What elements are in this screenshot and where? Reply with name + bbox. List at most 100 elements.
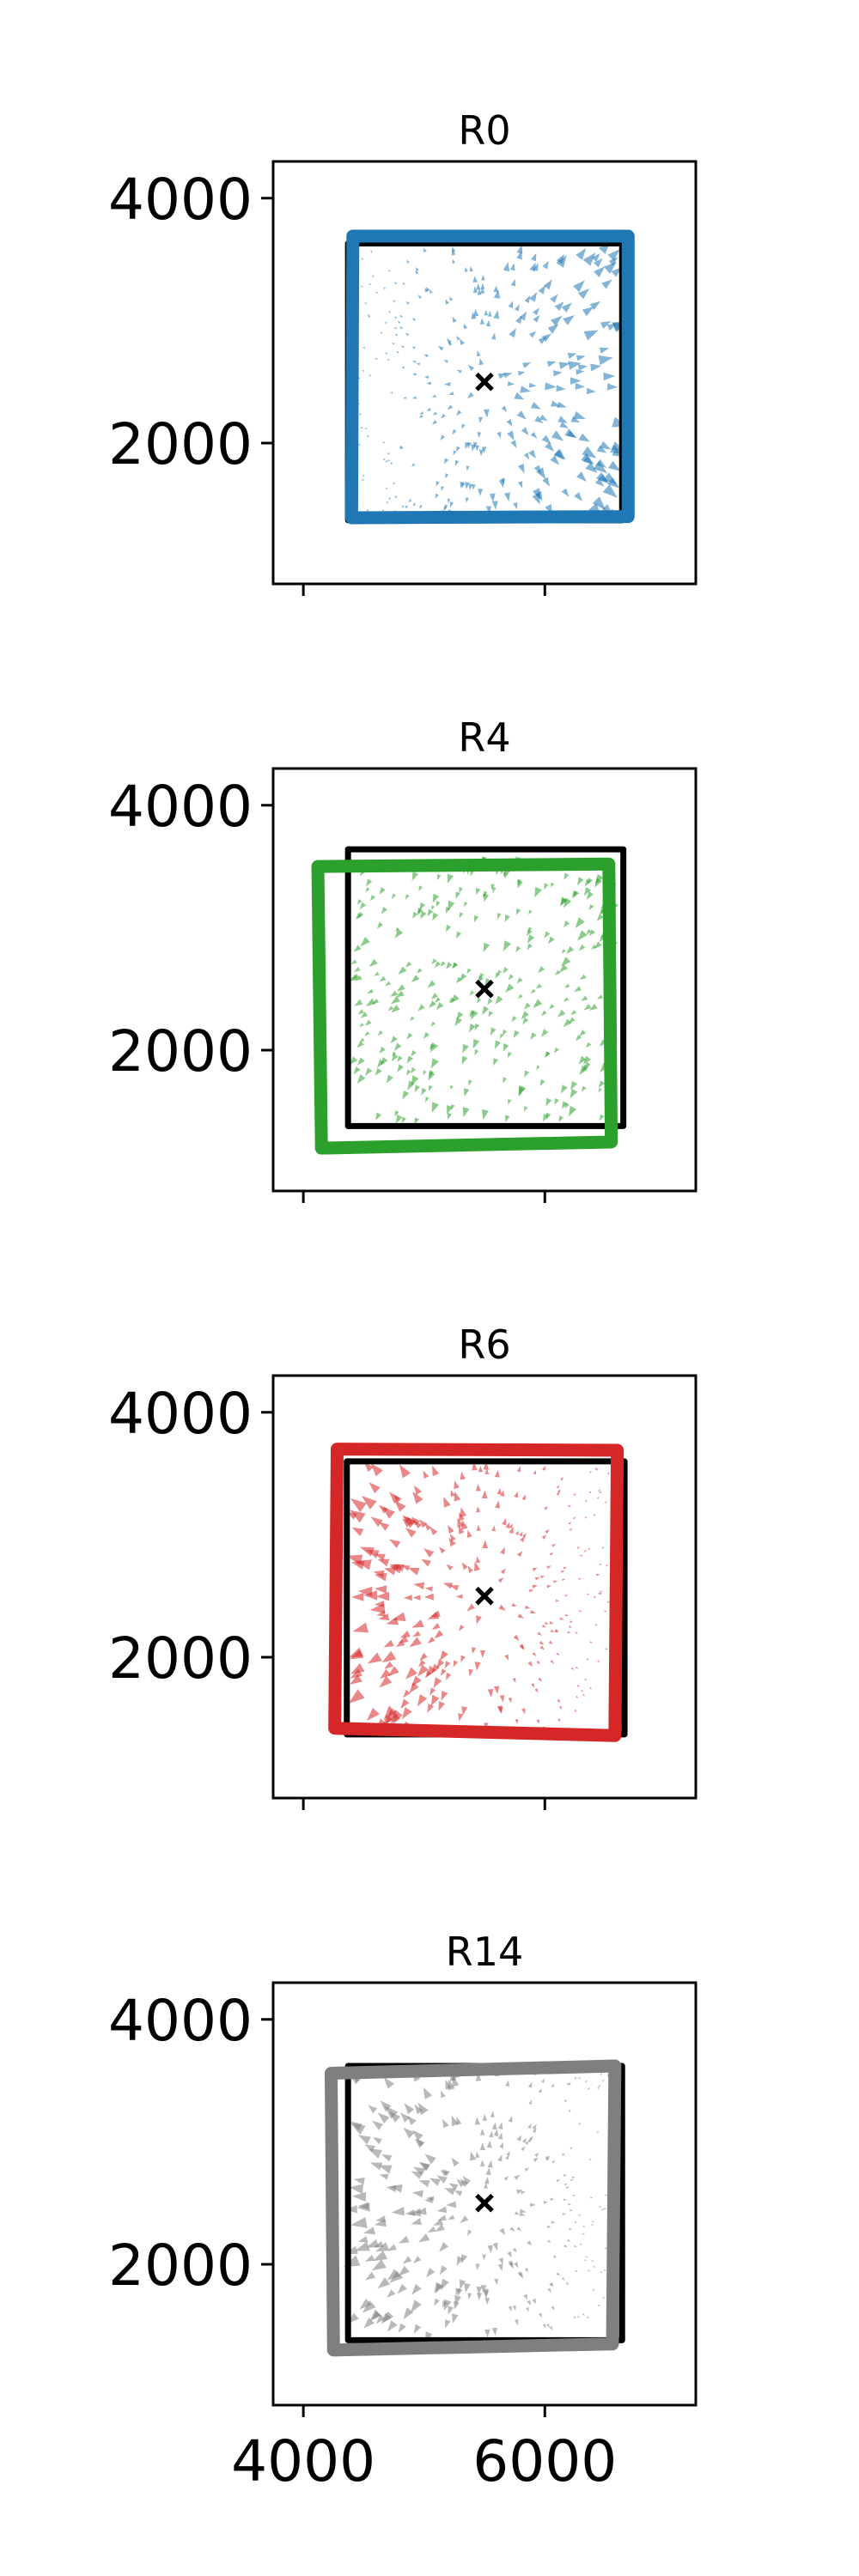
- vector-arrow: [389, 2111, 401, 2123]
- vector-arrow: [411, 396, 417, 399]
- vector-arrow: [493, 285, 498, 293]
- vector-arrow: [455, 891, 460, 899]
- vector-arrow: [427, 1704, 435, 1713]
- vector-arrow: [448, 1524, 454, 1534]
- vector-arrow: [512, 2247, 517, 2253]
- vector-arrow: [570, 377, 582, 385]
- vector-arrow: [523, 453, 530, 460]
- vector-arrow: [520, 386, 531, 393]
- vector-arrow: [534, 1688, 539, 1693]
- vector-arrow: [370, 1516, 383, 1528]
- vector-arrow: [506, 419, 513, 427]
- vector-arrow: [391, 996, 400, 1005]
- vector-arrow: [381, 1650, 397, 1663]
- vector-arrow: [432, 1465, 440, 1477]
- vector-arrow: [393, 482, 396, 485]
- vector-arrow: [411, 2171, 423, 2179]
- vector-arrow: [570, 1080, 578, 1091]
- vector-arrow: [445, 473, 449, 479]
- vector-arrow: [561, 949, 566, 954]
- vector-arrow: [503, 2176, 509, 2181]
- vector-arrow: [431, 1623, 441, 1631]
- vector-arrow: [490, 332, 497, 340]
- vector-arrow: [542, 477, 551, 487]
- vector-arrow: [484, 309, 489, 316]
- vector-arrow: [393, 300, 396, 303]
- vector-arrow: [552, 370, 563, 377]
- vector-arrow: [391, 343, 395, 345]
- vector-arrow: [417, 1659, 426, 1668]
- vector-arrow: [448, 2079, 455, 2091]
- vector-arrow: [539, 1645, 545, 1650]
- vector-arrow: [348, 1689, 365, 1704]
- vector-arrow: [408, 499, 412, 503]
- vector-arrow: [527, 2081, 533, 2088]
- vector-arrow: [434, 1630, 444, 1639]
- vector-arrow: [392, 1715, 401, 1724]
- vector-arrow: [558, 963, 569, 973]
- vector-arrow: [434, 961, 442, 969]
- vector-arrow: [533, 314, 540, 323]
- vector-arrow: [585, 462, 598, 473]
- vector-arrow: [362, 474, 365, 477]
- y-tick-label: 4000: [108, 167, 253, 233]
- vector-arrow: [564, 920, 570, 928]
- vector-arrow: [374, 1572, 387, 1582]
- vector-arrow: [577, 364, 588, 371]
- vector-arrow: [400, 345, 405, 349]
- vector-arrow: [386, 1074, 393, 1084]
- vector-arrow: [431, 958, 437, 965]
- vector-arrow: [563, 1018, 572, 1028]
- vector-arrow: [602, 483, 618, 498]
- vector-arrow: [424, 1586, 433, 1592]
- vector-arrow: [391, 1005, 400, 1013]
- vector-arrow: [401, 1565, 411, 1571]
- vector-arrow: [534, 1577, 540, 1581]
- vector-arrow: [437, 345, 444, 351]
- vector-arrow: [600, 320, 612, 329]
- vector-arrow: [560, 1571, 565, 1573]
- vector-arrow: [469, 990, 475, 996]
- vector-arrow: [538, 2088, 542, 2093]
- vector-arrow: [469, 265, 473, 272]
- vector-arrow: [436, 480, 440, 487]
- vector-arrow: [558, 1705, 563, 1710]
- vector-arrow: [512, 2305, 516, 2312]
- vector-arrow: [397, 1055, 403, 1062]
- vector-arrow: [500, 1568, 506, 1575]
- vector-arrow: [599, 1114, 605, 1121]
- vector-arrow: [402, 2256, 412, 2264]
- vector-arrow: [598, 1489, 601, 1492]
- vector-arrow: [395, 351, 399, 354]
- vector-arrow: [508, 301, 514, 308]
- vector-arrow: [550, 2282, 554, 2287]
- vector-arrow: [457, 2287, 463, 2297]
- vector-arrow: [534, 886, 542, 898]
- vector-arrow: [387, 459, 391, 462]
- vector-arrow: [403, 2307, 414, 2320]
- vector-arrow: [398, 2235, 410, 2244]
- vector-arrow: [591, 2259, 594, 2262]
- vector-arrow: [521, 2146, 526, 2152]
- vector-arrow: [416, 362, 421, 366]
- vector-arrow: [363, 1461, 374, 1473]
- vector-arrow: [513, 502, 518, 510]
- vector-arrow: [503, 940, 512, 951]
- vector-arrow: [565, 2186, 570, 2190]
- vector-arrow: [515, 1718, 519, 1724]
- vector-arrow: [590, 2196, 594, 2199]
- vector-arrow: [568, 1105, 577, 1117]
- vector-arrow: [384, 321, 387, 325]
- vector-arrow: [590, 363, 602, 372]
- vector-arrow: [580, 2243, 583, 2245]
- vector-arrow: [536, 1065, 540, 1071]
- vector-arrow: [476, 2286, 483, 2295]
- vector-arrow: [354, 966, 361, 973]
- vector-arrow: [570, 1010, 577, 1016]
- vector-arrow: [576, 1666, 579, 1669]
- vector-arrow: [484, 2298, 490, 2306]
- vector-arrow: [387, 2289, 396, 2298]
- vector-arrow: [594, 941, 602, 950]
- vector-arrow: [472, 484, 476, 490]
- vector-arrow: [494, 1470, 500, 1478]
